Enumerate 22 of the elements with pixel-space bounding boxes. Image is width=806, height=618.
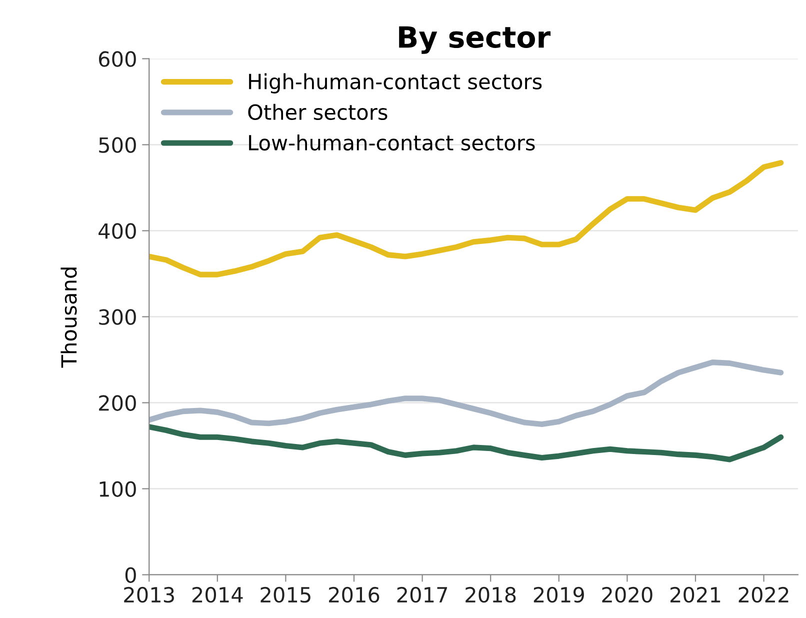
y-tick-label: 500 <box>99 137 136 153</box>
y-tick-label: 0 <box>125 567 136 583</box>
y-tick-label: 400 <box>98 223 136 239</box>
x-tick-label: 2018 <box>466 586 516 603</box>
x-tick-label: 2019 <box>534 586 584 603</box>
x-tick-label: 2021 <box>670 586 720 603</box>
y-axis-title: Thousand <box>60 268 77 368</box>
y-tick-label: 100 <box>100 481 136 497</box>
x-tick-label: 2022 <box>738 586 788 603</box>
x-tick-label: 2020 <box>602 586 652 603</box>
chart-title: By sector <box>399 26 551 54</box>
legend-label: High-human-contact sectors <box>249 73 542 94</box>
y-tick-label: 200 <box>99 395 136 411</box>
legend-label: Low-human-contact sectors <box>249 134 535 151</box>
x-tick-label: 2015 <box>260 586 310 603</box>
x-tick-label: 2016 <box>329 586 380 603</box>
x-tick-label: 2014 <box>192 586 243 603</box>
y-tick-label: 300 <box>99 309 136 325</box>
legend-label: Other sectors <box>248 104 388 120</box>
y-tick-label: 600 <box>98 51 136 67</box>
x-tick-label: 2017 <box>397 586 448 603</box>
x-tick-label: 2013 <box>124 586 174 603</box>
